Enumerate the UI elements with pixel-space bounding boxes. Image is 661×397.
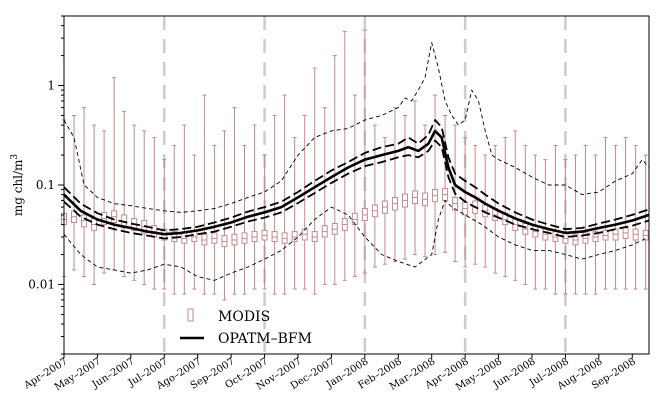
x-axis-ticks: Apr–2007May–2007Jun–2007Jul–2007Ago–2007… xyxy=(21,354,638,393)
series-line-4 xyxy=(63,199,650,281)
plot-frame xyxy=(63,15,650,355)
legend-modis-label: MODIS xyxy=(218,309,270,325)
y-tick-label-2: 1 xyxy=(47,79,55,93)
series-line-3 xyxy=(63,42,650,213)
legend: MODIS OPATM–BFM xyxy=(180,308,312,347)
y-axis-ticks: 0.01 0.1 1 xyxy=(28,15,64,355)
legend-model-label: OPATM–BFM xyxy=(218,331,312,347)
y-tick-label-0: 0.01 xyxy=(28,277,55,291)
modis-box-29 xyxy=(351,212,358,226)
y-tick-label-1: 0.1 xyxy=(36,178,55,192)
series-line-1 xyxy=(63,119,650,232)
series-line-0 xyxy=(63,129,650,236)
legend-modis-swatch xyxy=(187,308,194,322)
model-lines xyxy=(63,42,650,281)
y-axis-label: mg chl/m3 xyxy=(10,154,25,217)
series-line-2 xyxy=(63,139,650,240)
